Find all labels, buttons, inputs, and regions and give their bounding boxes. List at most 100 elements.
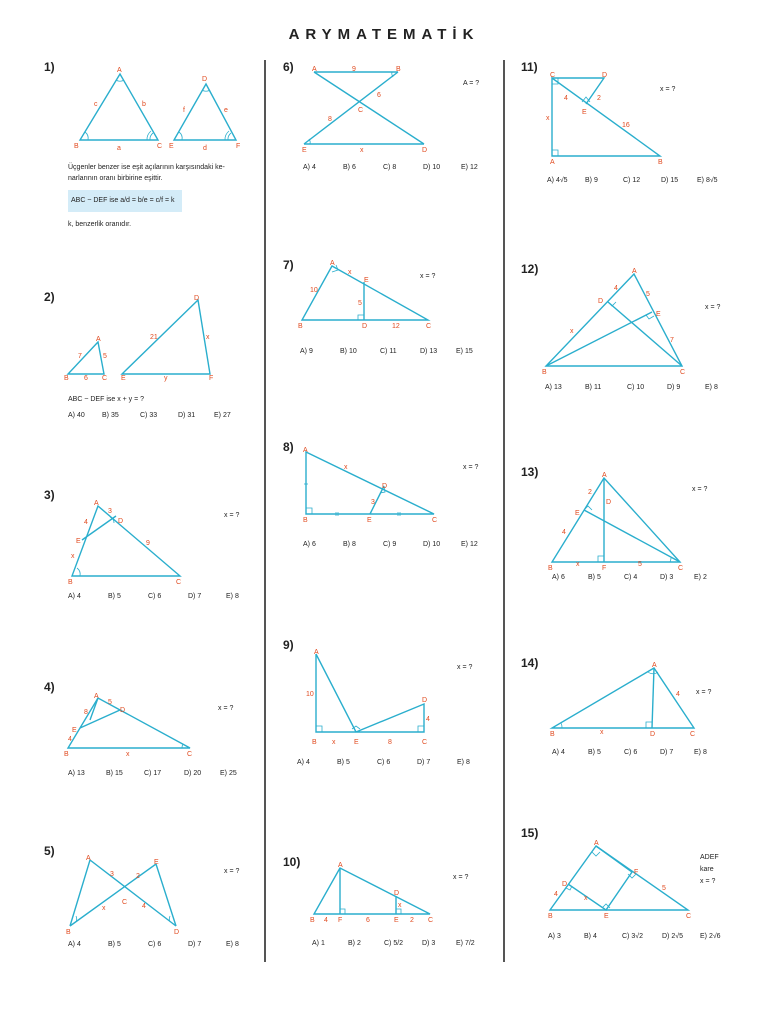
option[interactable]: A) 4 [303, 164, 316, 171]
question-number: 14) [521, 656, 539, 670]
option[interactable]: B) 8 [343, 541, 356, 548]
option[interactable]: E) 7/2 [456, 940, 475, 947]
option[interactable]: E) 15 [456, 348, 473, 355]
option[interactable]: D) 13 [420, 348, 438, 355]
option[interactable]: E) 8 [694, 749, 707, 756]
option[interactable]: E) 2 [694, 574, 707, 581]
option[interactable]: D) 20 [184, 770, 202, 777]
option[interactable]: D) 15 [661, 177, 679, 184]
label: 4 [84, 519, 88, 526]
question-number: 5) [44, 844, 55, 858]
option[interactable]: B) 4 [584, 933, 597, 940]
option[interactable]: A) 3 [548, 933, 561, 940]
option[interactable]: A) 4√5 [547, 177, 568, 184]
label: A [652, 662, 657, 669]
q5-options: A) 4 B) 5 C) 6 D) 7 E) 8 [68, 941, 239, 948]
option[interactable]: C) 5/2 [384, 940, 404, 947]
option[interactable]: D) 2√5 [662, 933, 683, 940]
option[interactable]: A) 9 [300, 348, 313, 355]
label: E [169, 143, 174, 150]
option[interactable]: B) 9 [585, 177, 598, 184]
option[interactable]: C) 6 [148, 941, 162, 948]
option[interactable]: B) 15 [106, 770, 123, 777]
option[interactable]: D) 7 [188, 593, 202, 600]
option[interactable]: C) 6 [148, 593, 162, 600]
label: 5 [638, 561, 642, 568]
option[interactable]: E) 12 [461, 541, 478, 548]
option[interactable]: E) 27 [214, 412, 231, 419]
option[interactable]: E) 8 [226, 941, 239, 948]
label: D [120, 707, 125, 714]
option[interactable]: A) 13 [545, 384, 562, 391]
option[interactable]: E) 8√5 [697, 177, 718, 184]
label: x [102, 905, 106, 912]
option[interactable]: D) 7 [660, 749, 674, 756]
option[interactable]: E) 8 [226, 593, 239, 600]
label: C [686, 913, 691, 920]
option[interactable]: E) 8 [705, 384, 718, 391]
label: 7 [670, 337, 674, 344]
label: B [548, 565, 553, 572]
label: B [303, 517, 308, 524]
option[interactable]: B) 5 [108, 593, 121, 600]
option[interactable]: B) 6 [343, 164, 356, 171]
option[interactable]: E) 8 [457, 759, 470, 766]
option[interactable]: A) 4 [68, 941, 81, 948]
q9-figure: A B C D E 10 4 8 x [306, 649, 430, 746]
option[interactable]: D) 9 [667, 384, 681, 391]
option[interactable]: A) 4 [297, 759, 310, 766]
option[interactable]: B) 35 [102, 412, 119, 419]
option[interactable]: B) 11 [585, 384, 602, 391]
option[interactable]: C) 9 [383, 541, 397, 548]
option[interactable]: B) 5 [108, 941, 121, 948]
label: E [656, 311, 661, 318]
option[interactable]: A) 6 [303, 541, 316, 548]
label: B [542, 369, 547, 376]
option[interactable]: B) 10 [340, 348, 357, 355]
option[interactable]: D) 10 [423, 541, 441, 548]
option[interactable]: C) 6 [624, 749, 638, 756]
option[interactable]: C) 6 [377, 759, 391, 766]
option[interactable]: C) 8 [383, 164, 397, 171]
option[interactable]: A) 4 [68, 593, 81, 600]
q8-figure: A B C D E 3 x [303, 447, 437, 524]
option[interactable]: A) 1 [312, 940, 325, 947]
option[interactable]: D) 7 [188, 941, 202, 948]
option[interactable]: A) 13 [68, 770, 85, 777]
option[interactable]: D) 3 [660, 574, 674, 581]
option[interactable]: E) 12 [461, 164, 478, 171]
option[interactable]: C) 4 [624, 574, 638, 581]
option[interactable]: B) 5 [337, 759, 350, 766]
option[interactable]: C) 17 [144, 770, 162, 777]
label: x [348, 269, 352, 276]
question-prompt: x = ? [705, 304, 721, 311]
option[interactable]: D) 7 [417, 759, 431, 766]
option[interactable]: A) 40 [68, 412, 85, 419]
question-prompt: A = ? [463, 80, 480, 87]
option[interactable]: D) 10 [423, 164, 441, 171]
option[interactable]: C) 33 [140, 412, 158, 419]
option[interactable]: C) 10 [627, 384, 645, 391]
label: a [117, 145, 121, 152]
q13-options: A) 6 B) 5 C) 4 D) 3 E) 2 [552, 574, 707, 581]
option[interactable]: A) 6 [552, 574, 565, 581]
option[interactable]: C) 11 [380, 348, 397, 355]
option[interactable]: C) 3√2 [622, 933, 643, 940]
option[interactable]: C) 12 [623, 177, 641, 184]
option[interactable]: B) 5 [588, 749, 601, 756]
label: x [584, 895, 588, 902]
option[interactable]: D) 31 [178, 412, 196, 419]
option[interactable]: E) 25 [220, 770, 237, 777]
option[interactable]: B) 5 [588, 574, 601, 581]
question-number: 2) [44, 290, 55, 304]
question-number: 9) [283, 638, 294, 652]
label: 4 [426, 716, 430, 723]
label: 4 [554, 891, 558, 898]
option[interactable]: A) 4 [552, 749, 565, 756]
option[interactable]: D) 3 [422, 940, 436, 947]
label: 5 [358, 300, 362, 307]
label: B [64, 375, 69, 382]
option[interactable]: E) 2√6 [700, 933, 721, 940]
option[interactable]: B) 2 [348, 940, 361, 947]
label: D [118, 518, 123, 525]
